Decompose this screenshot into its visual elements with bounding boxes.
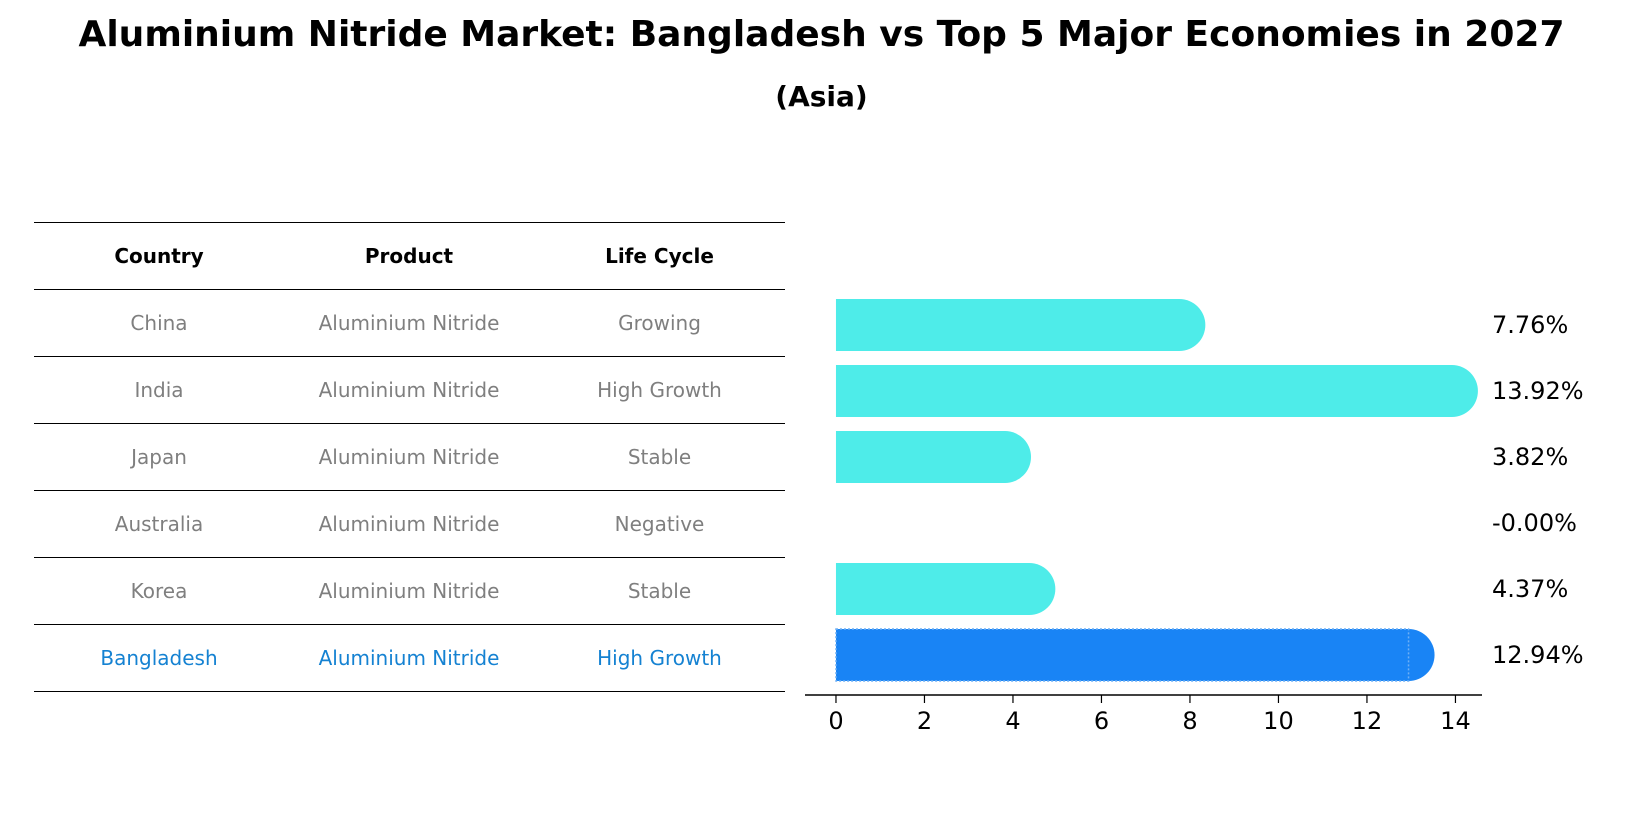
product-cell: Aluminium Nitride [284, 289, 534, 357]
x-tick-label: 2 [917, 707, 932, 735]
country-cell: India [34, 356, 284, 424]
table-row: Japan Aluminium Nitride Stable [34, 423, 785, 491]
value-label-bangladesh: 12.94% [1492, 641, 1584, 669]
country-cell: China [34, 289, 284, 357]
country-cell: Japan [34, 423, 284, 491]
life-cycle-cell: Negative [534, 490, 785, 558]
country-cell: Korea [34, 557, 284, 625]
table-row: China Aluminium Nitride Growing [34, 289, 785, 357]
product-cell: Aluminium Nitride [284, 356, 534, 424]
chart-title: Aluminium Nitride Market: Bangladesh vs … [78, 14, 1565, 55]
country-cell: Bangladesh [34, 624, 284, 692]
product-cell: Aluminium Nitride [284, 490, 534, 558]
country-table: Country Product Life Cycle China Alumini… [34, 222, 785, 692]
bar-china [835, 299, 1206, 351]
x-tick-label: 0 [828, 707, 843, 735]
life-cycle-cell: High Growth [534, 356, 785, 424]
value-labels-layer: 7.76% 13.92% 3.82% -0.00% 4.37% 12.94% [1492, 311, 1584, 669]
product-cell: Aluminium Nitride [284, 423, 534, 491]
life-cycle-cell: Stable [534, 423, 785, 491]
table-header-row: Country Product Life Cycle [34, 222, 785, 290]
x-tick-label: 14 [1440, 707, 1471, 735]
value-label-australia: -0.00% [1492, 509, 1577, 537]
product-cell: Aluminium Nitride [284, 557, 534, 625]
table-row: Korea Aluminium Nitride Stable [34, 557, 785, 625]
value-label-china: 7.76% [1492, 311, 1568, 339]
column-header-life-cycle: Life Cycle [534, 222, 785, 290]
bar-korea [835, 563, 1056, 615]
column-header-country: Country [34, 222, 284, 290]
x-tick-label: 6 [1094, 707, 1109, 735]
bar-bangladesh [835, 629, 1435, 681]
x-tick-label: 12 [1352, 707, 1383, 735]
table-row: India Aluminium Nitride High Growth [34, 356, 785, 424]
x-axis: 0 2 4 6 8 10 12 14 [805, 694, 1482, 735]
column-header-product: Product [284, 222, 534, 290]
life-cycle-cell: High Growth [534, 624, 785, 692]
chart-subtitle: (Asia) [775, 80, 868, 113]
table-row-highlighted: Bangladesh Aluminium Nitride High Growth [34, 624, 785, 692]
bar-japan [835, 431, 1032, 483]
x-tick-label: 8 [1182, 707, 1197, 735]
life-cycle-cell: Growing [534, 289, 785, 357]
table-row: Australia Aluminium Nitride Negative [34, 490, 785, 558]
bar-india [835, 365, 1478, 417]
country-cell: Australia [34, 490, 284, 558]
x-tick-label: 10 [1263, 707, 1294, 735]
value-label-india: 13.92% [1492, 377, 1584, 405]
value-label-korea: 4.37% [1492, 575, 1568, 603]
product-cell: Aluminium Nitride [284, 624, 534, 692]
bars-layer [835, 299, 1478, 682]
value-label-japan: 3.82% [1492, 443, 1568, 471]
x-tick-label: 4 [1005, 707, 1020, 735]
life-cycle-cell: Stable [534, 557, 785, 625]
